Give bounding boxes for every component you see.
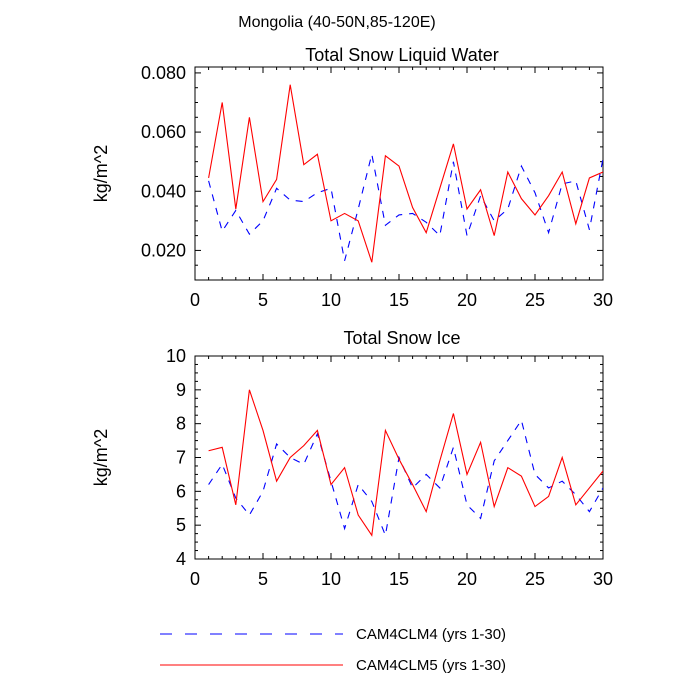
x-tick-label: 10 xyxy=(321,290,341,310)
series-line-cam4clm4 xyxy=(208,154,603,261)
series-line-cam4clm5 xyxy=(208,389,603,537)
x-tick-label: 25 xyxy=(525,569,545,589)
y-tick-label: 0.080 xyxy=(141,63,186,83)
x-tick-label: 10 xyxy=(321,569,341,589)
y-tick-label: 4 xyxy=(176,549,186,569)
y-tick-label: 7 xyxy=(176,448,186,468)
series-line-cam4clm4 xyxy=(208,418,603,538)
y-tick-label: 0.020 xyxy=(141,240,186,260)
y-tick-label: 0.040 xyxy=(141,181,186,201)
y-tick-label: 0.060 xyxy=(141,122,186,142)
x-tick-label: 5 xyxy=(258,290,268,310)
legend-label-2: CAM4CLM5 (yrs 1-30) xyxy=(356,657,506,674)
y-axis-label: kg/m^2 xyxy=(91,429,111,486)
x-tick-label: 15 xyxy=(389,569,409,589)
x-tick-label: 25 xyxy=(525,290,545,310)
x-tick-label: 0 xyxy=(190,290,200,310)
legend: CAM4CLM4 (yrs 1-30) CAM4CLM5 (yrs 1-30) xyxy=(160,626,506,674)
legend-label-1: CAM4CLM4 (yrs 1-30) xyxy=(356,626,506,643)
y-tick-label: 8 xyxy=(176,414,186,434)
figure-suptitle: Mongolia (40-50N,85-120E) xyxy=(238,14,435,31)
series-line-cam4clm5 xyxy=(208,84,603,263)
y-tick-label: 10 xyxy=(166,346,186,366)
x-tick-label: 0 xyxy=(190,569,200,589)
y-axis-label: kg/m^2 xyxy=(91,145,111,202)
x-tick-label: 5 xyxy=(258,569,268,589)
x-tick-label: 30 xyxy=(593,290,613,310)
x-tick-label: 20 xyxy=(457,569,477,589)
plot-frame xyxy=(194,66,604,281)
panel-title: Total Snow Ice xyxy=(343,328,460,348)
y-tick-label: 9 xyxy=(176,380,186,400)
panel-1: Total Snow Liquid Water kg/m^2 0 5 10 15 20 25 3… xyxy=(91,45,613,310)
panel-title: Total Snow Liquid Water xyxy=(305,45,498,65)
y-tick-label: 5 xyxy=(176,515,186,535)
y-tick-label: 6 xyxy=(176,481,186,501)
x-tick-label: 30 xyxy=(593,569,613,589)
panel-2: Total Snow Ice kg/m^2 0 5 10 15 20 25 30 4 5 6 7 8 9 10 xyxy=(91,328,613,589)
x-tick-label: 15 xyxy=(389,290,409,310)
x-tick-label: 20 xyxy=(457,290,477,310)
